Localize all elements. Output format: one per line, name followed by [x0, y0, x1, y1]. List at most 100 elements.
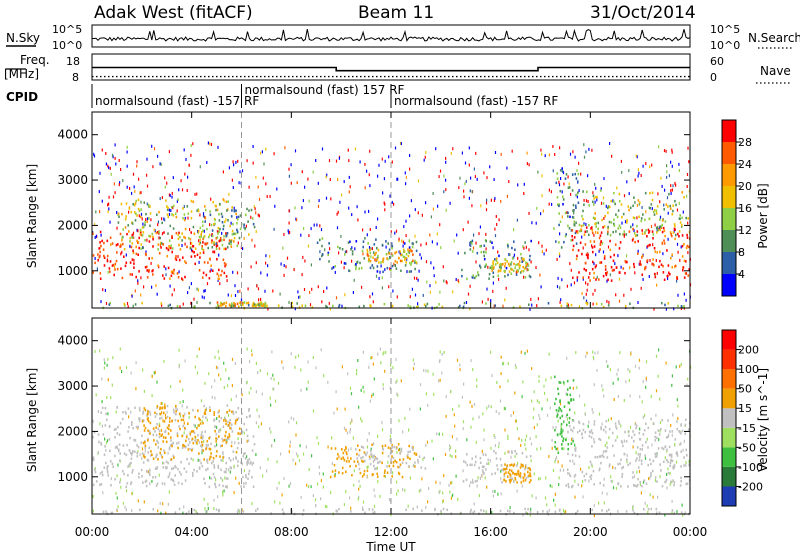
- data-cell: [565, 438, 567, 442]
- scatter-cell: [432, 372, 434, 376]
- scatter-cell: [247, 287, 249, 291]
- data-cell: [657, 229, 659, 232]
- data-cell: [582, 190, 584, 193]
- scatter-cell: [392, 471, 394, 475]
- data-cell: [672, 231, 675, 234]
- scatter-cell: [632, 445, 634, 449]
- scatter-cell: [210, 197, 212, 201]
- data-cell: [559, 416, 562, 420]
- scatter-cell: [463, 382, 465, 386]
- scatter-cell: [284, 146, 286, 150]
- data-cell: [162, 243, 164, 246]
- scatter-cell: [409, 295, 411, 299]
- scatter-cell: [157, 154, 159, 158]
- data-cell: [670, 480, 672, 484]
- scatter-cell: [507, 362, 509, 366]
- data-cell: [182, 418, 185, 422]
- scatter-cell: [491, 374, 493, 378]
- data-cell: [679, 214, 681, 217]
- scatter-cell: [256, 284, 258, 288]
- data-cell: [230, 240, 232, 243]
- data-cell: [675, 452, 678, 455]
- data-cell: [327, 253, 329, 257]
- scatter-cell: [665, 361, 667, 365]
- scatter-cell: [562, 468, 565, 472]
- data-cell: [617, 209, 620, 212]
- scatter-cell: [334, 472, 336, 476]
- data-cell: [167, 215, 170, 219]
- data-cell: [681, 223, 683, 227]
- scatter-cell: [267, 307, 269, 311]
- scatter-cell: [115, 162, 117, 166]
- data-cell: [652, 422, 655, 425]
- scatter-cell: [114, 191, 116, 195]
- data-cell: [110, 484, 112, 487]
- data-cell: [662, 447, 665, 451]
- scatter-cell: [178, 348, 180, 352]
- data-cell: [176, 432, 179, 435]
- scatter-cell: [395, 229, 398, 233]
- data-cell: [403, 248, 405, 252]
- scatter-cell: [131, 191, 133, 195]
- data-cell: [607, 230, 609, 234]
- data-cell: [473, 510, 476, 513]
- scatter-cell: [214, 396, 216, 400]
- scatter-cell: [281, 493, 283, 497]
- scatter-cell: [438, 491, 440, 494]
- data-cell: [166, 213, 169, 216]
- data-cell: [644, 267, 646, 271]
- data-cell: [220, 212, 223, 216]
- data-cell: [213, 464, 215, 467]
- scatter-cell: [349, 185, 351, 189]
- scatter-cell: [600, 187, 602, 191]
- scatter-cell: [356, 368, 358, 372]
- data-cell: [253, 304, 255, 308]
- data-cell: [614, 202, 616, 206]
- scatter-cell: [652, 243, 654, 247]
- data-cell: [569, 474, 572, 478]
- scatter-cell: [562, 429, 564, 433]
- data-cell: [264, 303, 267, 306]
- scatter-cell: [582, 246, 584, 250]
- data-cell: [515, 472, 517, 476]
- scatter-cell: [390, 513, 392, 517]
- scatter-cell: [596, 198, 598, 202]
- data-cell: [387, 242, 389, 245]
- y-tick-label: 2000: [57, 218, 88, 232]
- scatter-cell: [511, 149, 513, 153]
- freq-panel: Freq. [MHz] 18 8 60 0 Nave: [4, 53, 791, 84]
- data-cell: [136, 451, 138, 455]
- scatter-cell: [426, 440, 429, 444]
- scatter-cell: [539, 417, 541, 421]
- data-cell: [160, 447, 162, 451]
- scatter-cell: [110, 396, 112, 400]
- power-colorbar-tick-label: 24: [738, 158, 752, 171]
- data-cell: [337, 245, 339, 249]
- scatter-cell: [609, 273, 611, 277]
- scatter-cell: [627, 368, 629, 371]
- data-cell: [573, 224, 576, 227]
- scatter-cell: [449, 201, 451, 205]
- scatter-cell: [574, 495, 576, 499]
- scatter-cell: [350, 447, 352, 451]
- data-cell: [566, 413, 568, 417]
- scatter-cell: [114, 265, 116, 269]
- scatter-cell: [315, 159, 317, 162]
- scatter-cell: [397, 177, 399, 181]
- scatter-cell: [658, 226, 661, 230]
- scatter-cell: [563, 420, 565, 424]
- scatter-cell: [578, 161, 580, 165]
- data-cell: [412, 259, 414, 262]
- scatter-cell: [399, 252, 401, 256]
- scatter-cell: [522, 380, 524, 384]
- scatter-cell: [162, 419, 164, 423]
- data-cell: [664, 429, 667, 432]
- data-cell: [525, 261, 527, 264]
- data-cell: [603, 225, 606, 228]
- data-cell: [560, 430, 562, 433]
- scatter-cell: [321, 147, 324, 151]
- data-cell: [204, 205, 206, 208]
- data-cell: [132, 203, 134, 206]
- scatter-cell: [559, 254, 561, 258]
- scatter-cell: [151, 394, 153, 398]
